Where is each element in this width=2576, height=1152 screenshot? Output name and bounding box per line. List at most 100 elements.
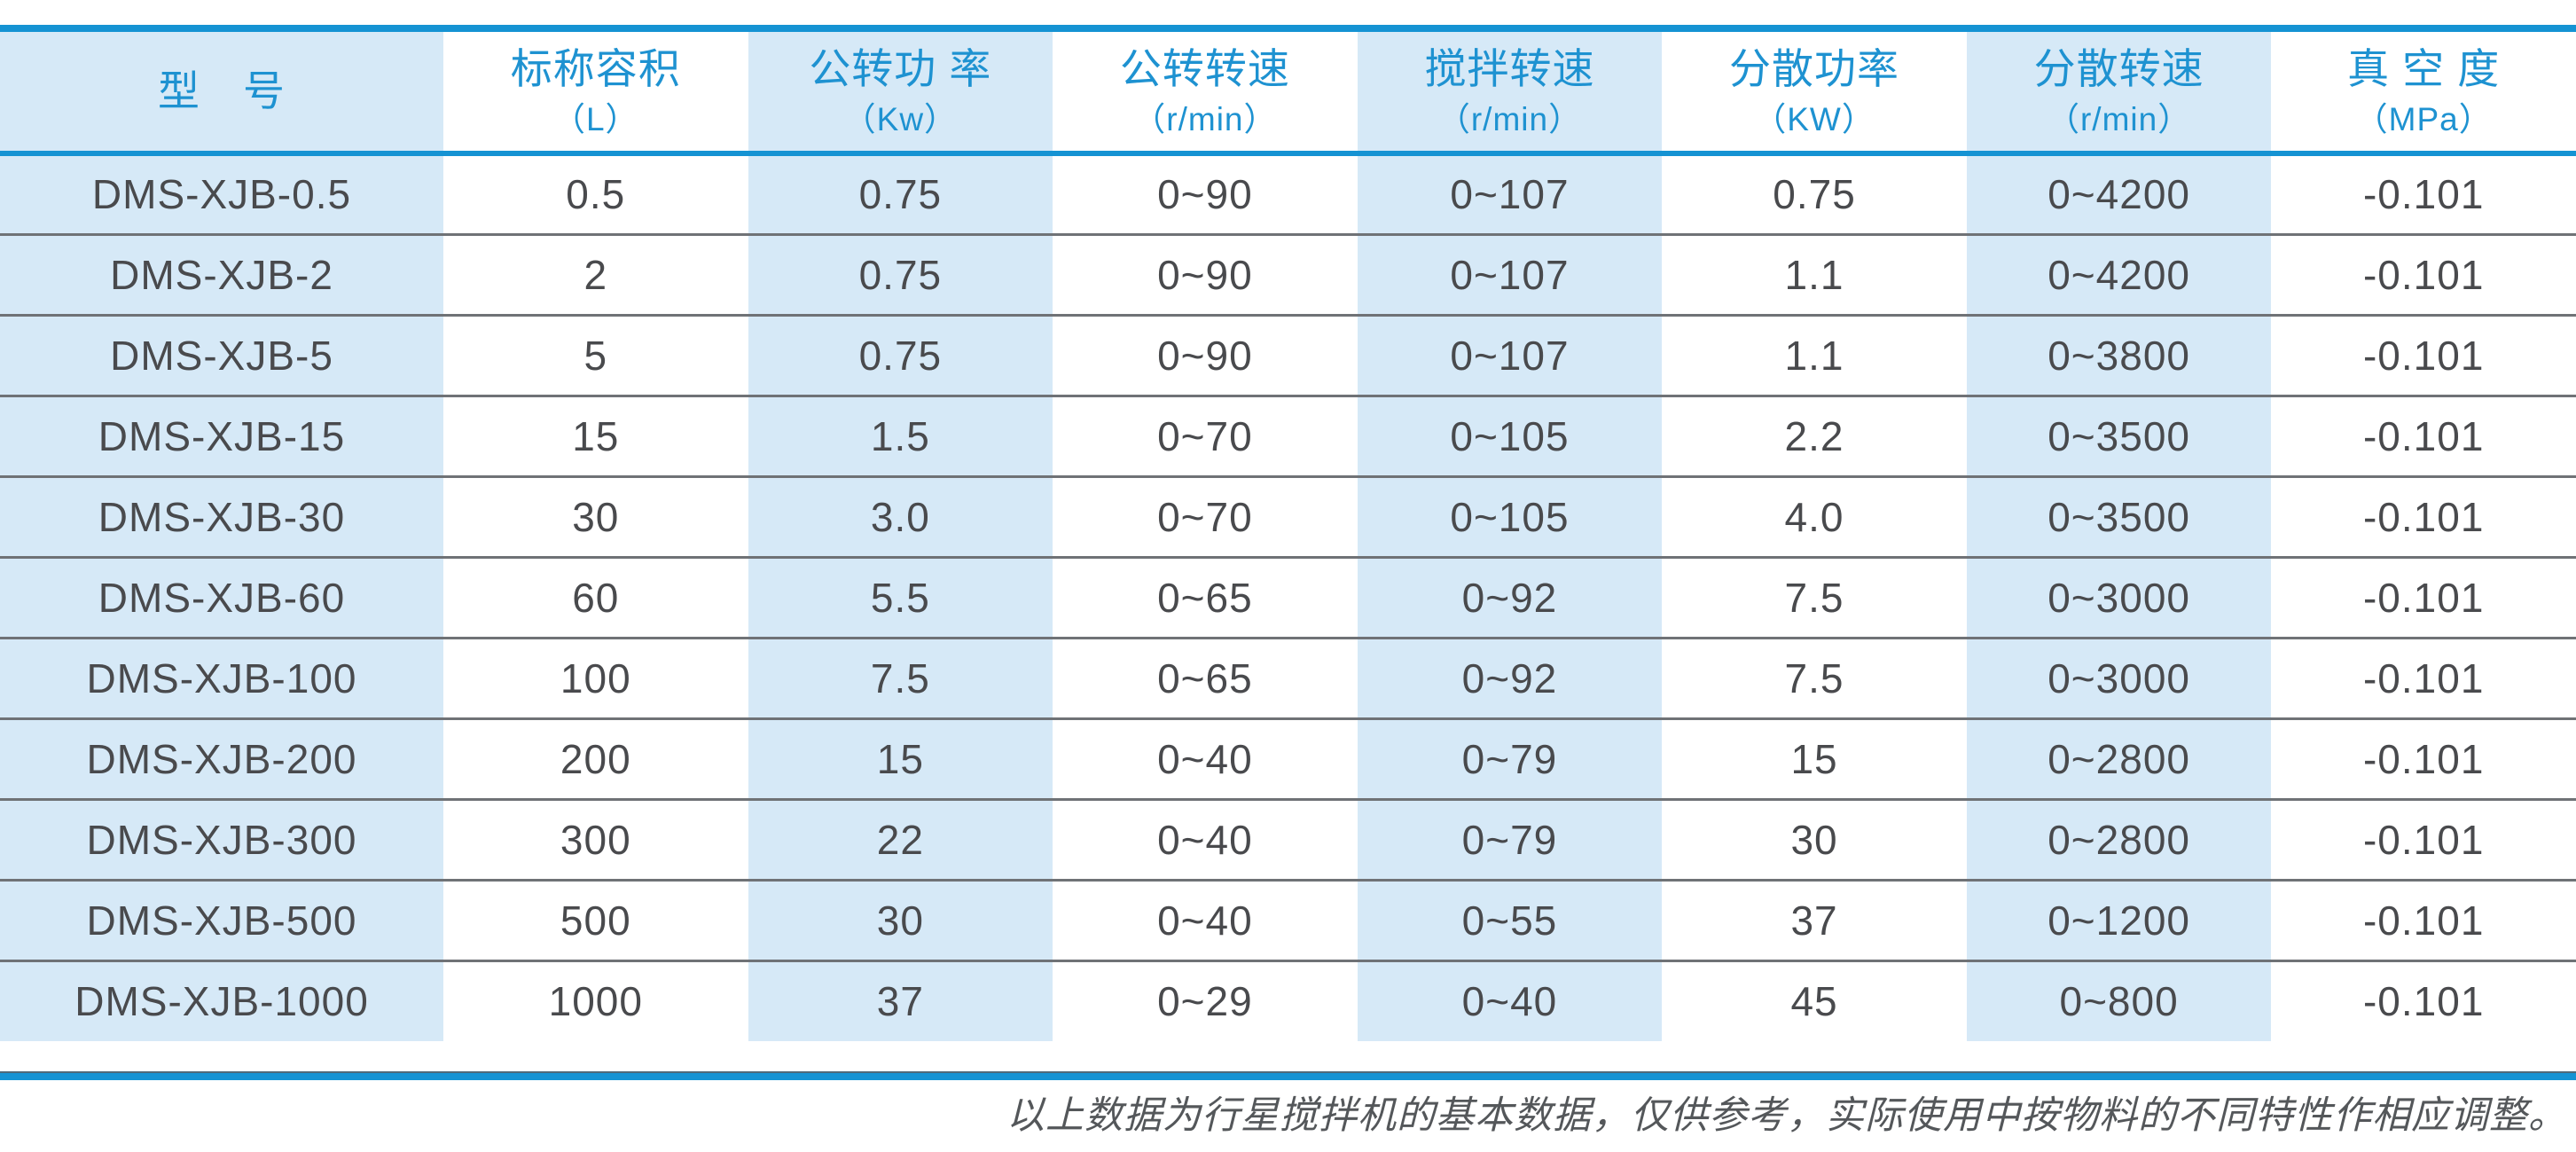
rev-power-cell: 30 <box>748 878 1053 960</box>
column-header-vacuum: 真 空 度 （MPa） <box>2271 32 2576 156</box>
table-row: DMS-XJB-100 100 7.5 0~65 0~92 7.5 0~3000 -0.101 <box>0 636 2576 718</box>
disperse-power-cell: 7.5 <box>1662 636 1967 718</box>
rev-power-cell: 3.0 <box>748 474 1053 557</box>
stir-speed-cell: 0~55 <box>1357 878 1663 960</box>
model-cell: DMS-XJB-60 <box>0 555 443 638</box>
disperse-power-cell: 45 <box>1662 959 1967 1041</box>
disperse-speed-cell: 0~3000 <box>1966 555 2272 638</box>
stir-speed-cell: 0~107 <box>1357 313 1663 396</box>
vacuum-cell: -0.101 <box>2271 717 2576 799</box>
column-unit: （r/min） <box>1132 101 1278 137</box>
rev-power-cell: 0.75 <box>748 313 1053 396</box>
vacuum-cell: -0.101 <box>2271 878 2576 960</box>
stir-speed-cell: 0~79 <box>1357 717 1663 799</box>
rev-speed-cell: 0~40 <box>1053 717 1358 799</box>
capacity-cell: 2 <box>443 232 748 315</box>
disperse-power-cell: 30 <box>1662 797 1967 880</box>
column-header-rev-power: 公转功 率 （Kw） <box>748 32 1053 156</box>
disperse-speed-cell: 0~1200 <box>1966 878 2272 960</box>
model-cell: DMS-XJB-1000 <box>0 959 443 1041</box>
table-row: DMS-XJB-2 2 0.75 0~90 0~107 1.1 0~4200 -0.101 <box>0 232 2576 315</box>
disperse-power-cell: 2.2 <box>1662 394 1967 476</box>
table-row: DMS-XJB-60 60 5.5 0~65 0~92 7.5 0~3000 -0.101 <box>0 555 2576 638</box>
column-unit: （Kw） <box>842 101 959 137</box>
stir-speed-cell: 0~40 <box>1357 959 1663 1041</box>
rev-speed-cell: 0~40 <box>1053 797 1358 880</box>
disperse-speed-cell: 0~4200 <box>2047 171 2190 218</box>
table-row: DMS-XJB-1000 1000 37 0~29 0~40 45 0~800 -0.101 <box>0 959 2576 1041</box>
vacuum-cell: -0.101 <box>2362 171 2485 218</box>
disperse-power-cell: 0.75 <box>1773 171 1856 218</box>
disperse-power-cell: 1.1 <box>1662 232 1967 315</box>
vacuum-cell: -0.101 <box>2271 555 2576 638</box>
disperse-speed-cell: 0~3800 <box>1966 313 2272 396</box>
stir-speed-cell: 0~105 <box>1357 474 1663 557</box>
disperse-speed-cell: 0~3000 <box>1966 636 2272 718</box>
table-row: DMS-XJB-30 30 3.0 0~70 0~105 4.0 0~3500 -0.101 <box>0 474 2576 557</box>
disperse-power-cell: 4.0 <box>1662 474 1967 557</box>
column-unit: （r/min） <box>2046 101 2192 137</box>
column-header-stir-speed: 搅拌转速 （r/min） <box>1357 32 1663 156</box>
spec-table: 型 号 标称容积 （L） 公转功 率 （Kw） 公转转速 （r/min） 搅拌转速 （r/min… <box>0 32 2576 1041</box>
capacity-cell: 200 <box>443 717 748 799</box>
rev-speed-cell: 0~70 <box>1053 474 1358 557</box>
stir-speed-cell: 0~92 <box>1357 636 1663 718</box>
capacity-cell: 500 <box>443 878 748 960</box>
column-title: 真 空 度 <box>2347 45 2501 92</box>
capacity-cell: 1000 <box>443 959 748 1041</box>
stir-speed-cell: 0~92 <box>1357 555 1663 638</box>
capacity-cell: 0.5 <box>566 171 626 218</box>
disperse-power-cell: 1.1 <box>1662 313 1967 396</box>
model-cell: DMS-XJB-100 <box>0 636 443 718</box>
rev-power-cell: 0.75 <box>748 232 1053 315</box>
column-title: 公转转速 <box>1119 45 1290 92</box>
disperse-speed-cell: 0~2800 <box>1966 797 2272 880</box>
rev-power-cell: 5.5 <box>748 555 1053 638</box>
rev-power-cell: 0.75 <box>858 171 943 218</box>
vacuum-cell: -0.101 <box>2271 959 2576 1041</box>
column-title: 分散转速 <box>2033 45 2204 92</box>
disperse-power-cell: 15 <box>1662 717 1967 799</box>
column-title: 公转功 率 <box>809 45 992 92</box>
stir-speed-cell: 0~107 <box>1450 171 1570 218</box>
table-row: DMS-XJB-300 300 22 0~40 0~79 30 0~2800 -0.101 <box>0 797 2576 880</box>
rev-power-cell: 15 <box>748 717 1053 799</box>
capacity-cell: 30 <box>443 474 748 557</box>
spec-table-body: DMS-XJB-0.5 0.5 0.75 0~90 0~107 0.75 0~4200 -0.… <box>0 153 2576 1041</box>
column-unit: （L） <box>552 101 639 137</box>
table-row: DMS-XJB-15 15 1.5 0~70 0~105 2.2 0~3500 -0.101 <box>0 394 2576 476</box>
model-cell: DMS-XJB-30 <box>0 474 443 557</box>
capacity-cell: 5 <box>443 313 748 396</box>
rev-power-cell: 22 <box>748 797 1053 880</box>
column-header-model: 型 号 <box>0 32 443 156</box>
column-unit: （r/min） <box>1437 101 1583 137</box>
column-title: 型 号 <box>158 67 286 114</box>
disperse-speed-cell: 0~4200 <box>1966 232 2272 315</box>
table-row: DMS-XJB-200 200 15 0~40 0~79 15 0~2800 -0.101 <box>0 717 2576 799</box>
disperse-power-cell: 7.5 <box>1662 555 1967 638</box>
table-bottom-rule <box>0 1071 2576 1080</box>
disperse-speed-cell: 0~3500 <box>1966 394 2272 476</box>
vacuum-cell: -0.101 <box>2271 232 2576 315</box>
column-title: 搅拌转速 <box>1424 45 1595 92</box>
table-row: DMS-XJB-5 5 0.75 0~90 0~107 1.1 0~3800 -0.101 <box>0 313 2576 396</box>
rev-power-cell: 7.5 <box>748 636 1053 718</box>
stir-speed-cell: 0~79 <box>1357 797 1663 880</box>
vacuum-cell: -0.101 <box>2271 474 2576 557</box>
rev-speed-cell: 0~40 <box>1053 878 1358 960</box>
column-unit: （MPa） <box>2354 101 2493 137</box>
rev-power-cell: 1.5 <box>748 394 1053 476</box>
rev-speed-cell: 0~70 <box>1053 394 1358 476</box>
disperse-speed-cell: 0~800 <box>1966 959 2272 1041</box>
column-header-capacity: 标称容积 （L） <box>443 32 748 156</box>
vacuum-cell: -0.101 <box>2271 313 2576 396</box>
column-title: 分散功率 <box>1729 45 1900 92</box>
column-header-rev-speed: 公转转速 （r/min） <box>1053 32 1358 156</box>
disperse-power-cell: 37 <box>1662 878 1967 960</box>
vacuum-cell: -0.101 <box>2271 797 2576 880</box>
spec-table-header: 型 号 标称容积 （L） 公转功 率 （Kw） 公转转速 （r/min） 搅拌转速 （r/min… <box>0 32 2576 156</box>
disperse-speed-cell: 0~2800 <box>1966 717 2272 799</box>
model-cell: DMS-XJB-500 <box>0 878 443 960</box>
table-row: DMS-XJB-0.5 0.5 0.75 0~90 0~107 0.75 0~4200 -0.… <box>0 153 2576 234</box>
